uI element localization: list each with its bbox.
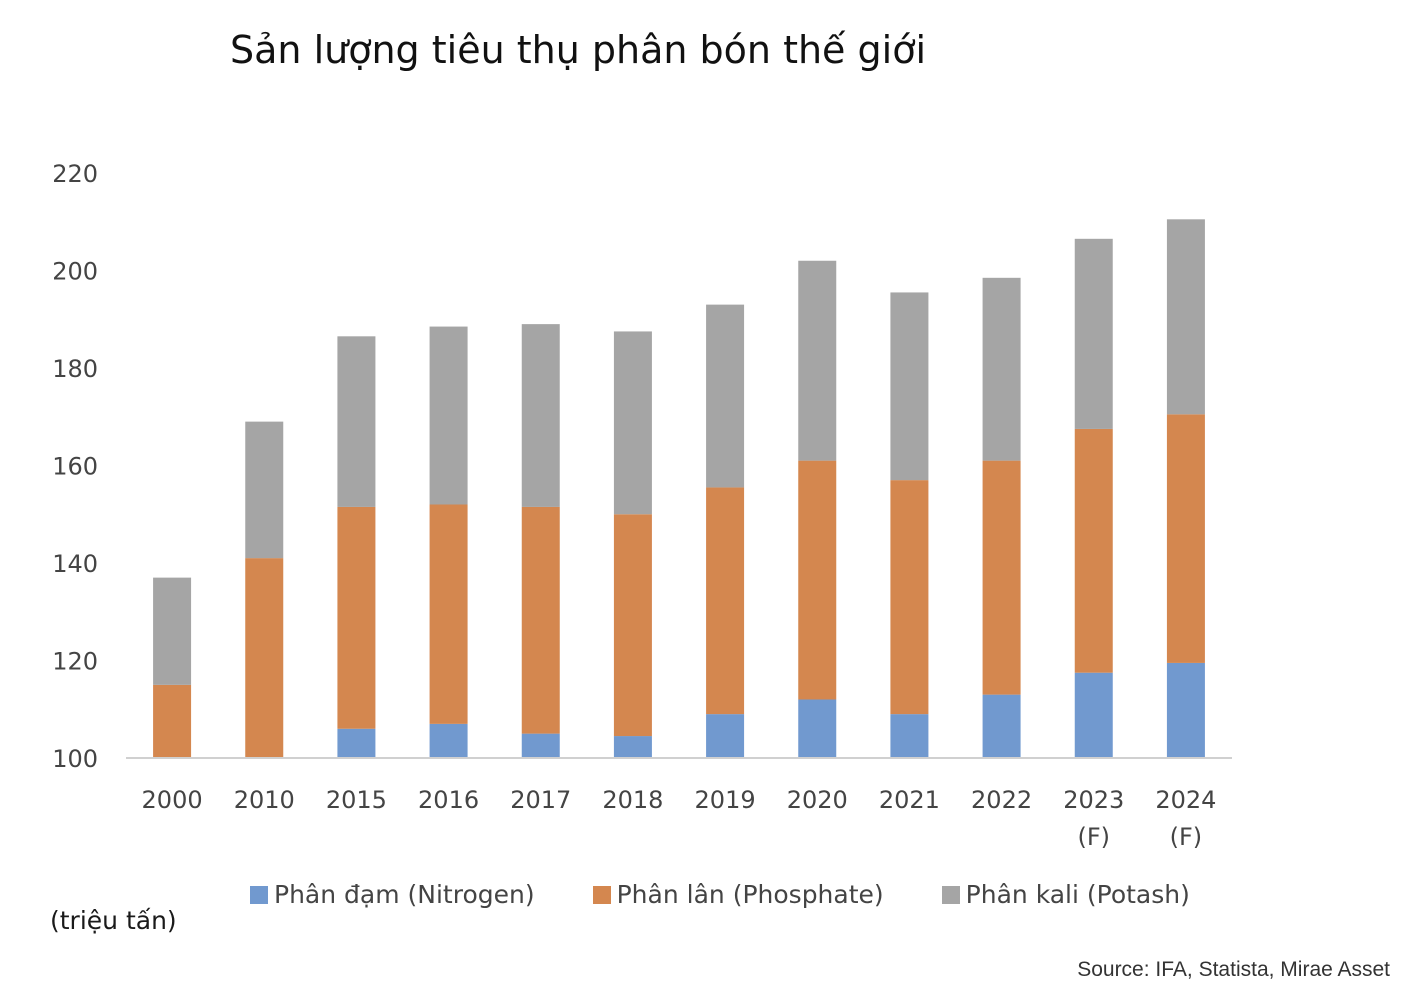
x-tick-label: 2015	[326, 786, 387, 814]
y-tick-label: 120	[52, 648, 98, 676]
bar-segment-phosphate-2016	[429, 504, 468, 724]
x-tick-label: 2017	[510, 786, 571, 814]
x-axis-ticks: 2000 2010 2015 2016 2017 2018 2019 2020 2021 2022…	[142, 786, 1217, 851]
legend-item-nitrogen: Phân đạm (Nitrogen)	[250, 880, 535, 909]
y-tick-label: 100	[52, 745, 98, 773]
bar-segment-potash-2000	[153, 577, 192, 685]
bar-segment-phosphate-2000	[153, 684, 192, 758]
legend-item-potash: Phân kali (Potash)	[941, 880, 1190, 909]
bar-segment-nitrogen-2021	[890, 714, 929, 758]
y-tick-label: 220	[52, 160, 98, 188]
x-tick-label: 2016	[418, 786, 479, 814]
legend-swatch-potash	[941, 885, 960, 904]
bar-segment-potash-2022	[982, 277, 1021, 461]
bar-segment-potash-2021	[890, 292, 929, 481]
bar-segment-potash-2016	[429, 326, 468, 505]
unit-label: (triệu tấn)	[50, 906, 177, 935]
bar-segment-potash-2017	[521, 324, 560, 507]
bar-segment-nitrogen-2020	[798, 699, 837, 758]
bars-group	[153, 219, 1205, 758]
legend-label-nitrogen: Phân đạm (Nitrogen)	[274, 880, 535, 909]
bar-segment-nitrogen-2016	[429, 723, 468, 758]
y-tick-label: 160	[52, 453, 98, 481]
bar-segment-potash-2019	[706, 304, 745, 488]
legend-label-phosphate: Phân lân (Phosphate)	[616, 880, 884, 909]
legend-swatch-nitrogen	[250, 885, 268, 904]
y-tick-label: 200	[52, 258, 98, 286]
bar-segment-phosphate-2022	[982, 460, 1021, 695]
bar-segment-potash-2023-F	[1074, 238, 1113, 429]
bar-segment-phosphate-2015	[337, 506, 376, 729]
legend-swatch-phosphate	[592, 885, 611, 904]
bar-segment-nitrogen-2017	[521, 733, 560, 758]
bar-segment-potash-2010	[245, 421, 284, 559]
x-tick-label: 2021	[879, 786, 940, 814]
bar-segment-nitrogen-2024-F	[1166, 662, 1205, 758]
x-tick-label: 2019	[695, 786, 756, 814]
bar-segment-phosphate-2020	[798, 460, 837, 700]
bar-segment-phosphate-2024-F	[1166, 414, 1205, 663]
x-tick-label: 2000	[142, 786, 203, 814]
y-tick-label: 180	[52, 355, 98, 383]
bar-segment-phosphate-2019	[706, 487, 745, 715]
bar-segment-phosphate-2017	[521, 506, 560, 734]
bar-segment-phosphate-2023-F	[1074, 428, 1113, 673]
x-tick-label: 2010	[234, 786, 295, 814]
x-tick-label: 2024	[1155, 786, 1216, 814]
bar-segment-potash-2020	[798, 260, 837, 461]
bar-segment-potash-2015	[337, 336, 376, 507]
bar-segment-nitrogen-2019	[706, 714, 745, 758]
x-tick-label: 2018	[602, 786, 663, 814]
bar-segment-nitrogen-2015	[337, 728, 376, 758]
x-tick-label: (F)	[1077, 823, 1110, 851]
bar-segment-nitrogen-2023-F	[1074, 672, 1113, 758]
bar-segment-phosphate-2018	[613, 514, 652, 737]
y-axis-ticks: 100 120 140 160 180 200 220	[52, 160, 98, 773]
bar-segment-potash-2024-F	[1166, 219, 1205, 415]
y-tick-label: 140	[52, 550, 98, 578]
bar-segment-phosphate-2010	[245, 558, 284, 758]
x-tick-label: 2022	[971, 786, 1032, 814]
bar-segment-nitrogen-2018	[613, 736, 652, 758]
source-label: Source: IFA, Statista, Mirae Asset	[1077, 958, 1390, 981]
bar-segment-phosphate-2021	[890, 480, 929, 715]
bar-segment-potash-2018	[613, 331, 652, 515]
legend-item-phosphate: Phân lân (Phosphate)	[592, 880, 884, 909]
legend-label-potash: Phân kali (Potash)	[965, 880, 1190, 909]
x-tick-label: 2020	[787, 786, 848, 814]
legend: Phân đạm (Nitrogen) Phân lân (Phosphate)…	[250, 880, 1190, 909]
x-tick-label: 2023	[1063, 786, 1124, 814]
x-tick-label: (F)	[1170, 823, 1203, 851]
bar-segment-nitrogen-2022	[982, 694, 1021, 758]
chart-title: Sản lượng tiêu thụ phân bón thế giới	[230, 28, 927, 72]
